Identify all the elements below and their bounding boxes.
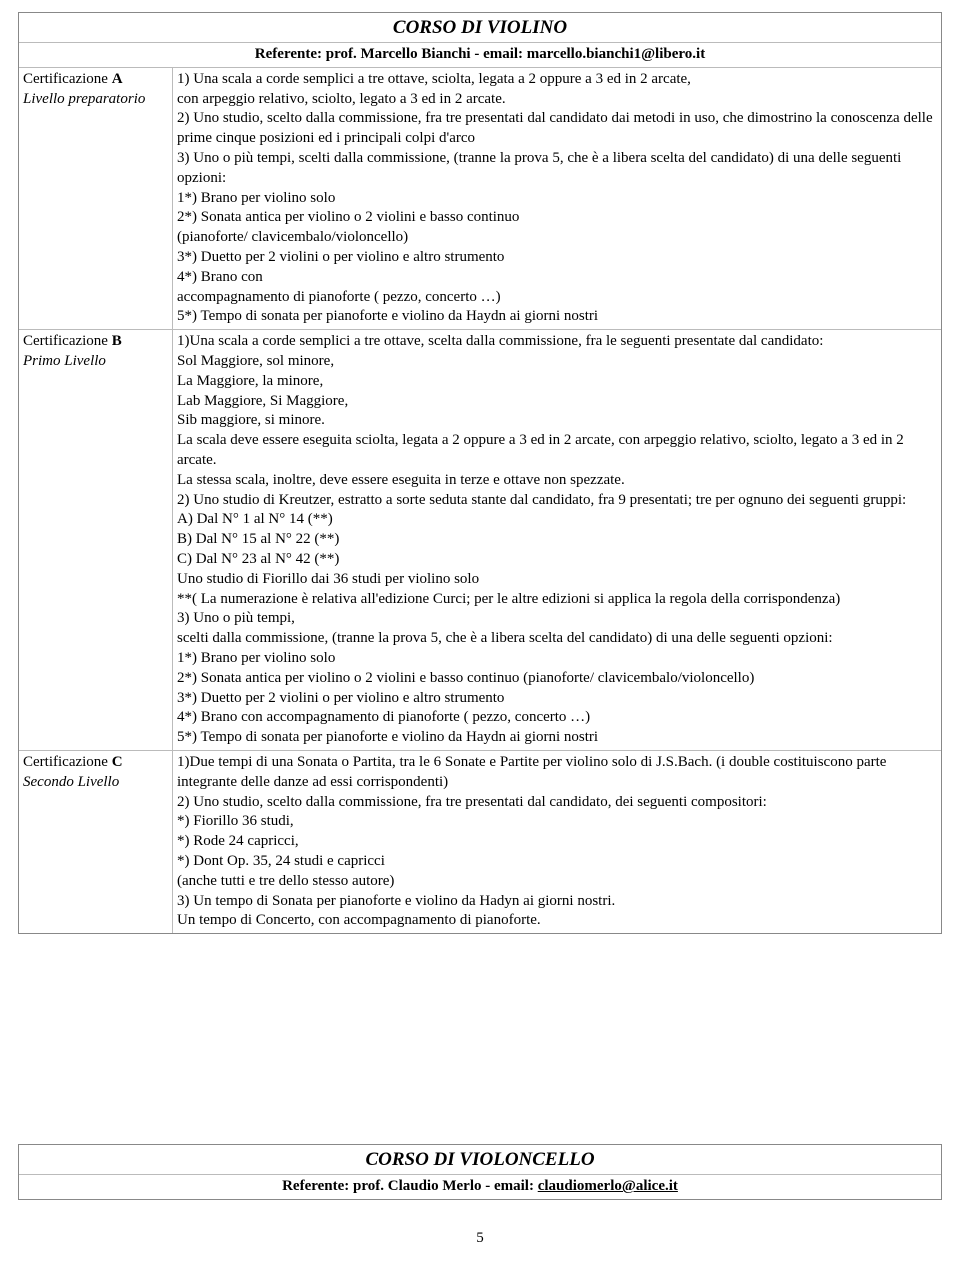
cert-a-content: 1) Una scala a corde semplici a tre otta… — [173, 67, 942, 329]
text-line: 5*) Tempo di sonata per pianoforte e vio… — [177, 729, 598, 745]
text-line: 4*) Brano con accompagnamento di pianofo… — [177, 709, 590, 725]
row-cert-a: Certificazione A Livello preparatorio 1)… — [19, 67, 942, 329]
course-table-violoncello: CORSO DI VIOLONCELLO Referente: prof. Cl… — [18, 1144, 942, 1200]
course-title-2: CORSO DI VIOLONCELLO — [19, 1145, 942, 1175]
text-line: *) Rode 24 capricci, — [177, 833, 299, 849]
page-number: 5 — [18, 1230, 942, 1247]
text-line: 1)Due tempi di una Sonata o Partita, tra… — [177, 754, 886, 790]
cert-c-content: 1)Due tempi di una Sonata o Partita, tra… — [173, 750, 942, 933]
text-line: 2*) Sonata antica per violino o 2 violin… — [177, 670, 754, 686]
text-line: Lab Maggiore, Si Maggiore, — [177, 393, 348, 409]
text-line: B) Dal N° 15 al N° 22 (**) — [177, 531, 339, 547]
cert-a-label-cell: Certificazione A Livello preparatorio — [19, 67, 173, 329]
text-line: C) Dal N° 23 al N° 42 (**) — [177, 551, 339, 567]
text-line: Sib maggiore, si minore. — [177, 412, 325, 428]
text-line: 3) Uno o più tempi, — [177, 610, 295, 626]
vertical-spacer — [18, 964, 942, 1144]
cert-b-content: 1)Una scala a corde semplici a tre ottav… — [173, 330, 942, 751]
row-cert-b: Certificazione B Primo Livello 1)Una sca… — [19, 330, 942, 751]
cert-c-label-cell: Certificazione C Secondo Livello — [19, 750, 173, 933]
text-line: 4*) Brano con — [177, 269, 263, 285]
cert-c-prefix: Certificazione — [23, 754, 112, 770]
text-line: La Maggiore, la minore, — [177, 373, 323, 389]
text-line: con arpeggio relativo, sciolto, legato a… — [177, 91, 506, 107]
text-line: **( La numerazione è relativa all'edizio… — [177, 591, 840, 607]
text-line: 3) Uno o più tempi, scelti dalla commiss… — [177, 150, 901, 186]
text-line: Sol Maggiore, sol minore, — [177, 353, 334, 369]
text-line: 1) Una scala a corde semplici a tre otta… — [177, 71, 691, 87]
text-line: *) Fiorillo 36 studi, — [177, 813, 294, 829]
cert-c-letter: C — [112, 754, 123, 770]
text-line: La stessa scala, inoltre, deve essere es… — [177, 472, 625, 488]
text-line: 1*) Brano per violino solo — [177, 650, 335, 666]
text-line: 2*) Sonata antica per violino o 2 violin… — [177, 209, 519, 225]
text-line: La scala deve essere eseguita sciolta, l… — [177, 432, 904, 468]
course-title: CORSO DI VIOLINO — [19, 13, 942, 43]
text-line: 2) Uno studio, scelto dalla commissione,… — [177, 110, 933, 146]
cert-b-prefix: Certificazione — [23, 333, 112, 349]
cert-b-level: Primo Livello — [23, 353, 106, 369]
text-line: 5*) Tempo di sonata per pianoforte e vio… — [177, 308, 598, 324]
cert-a-letter: A — [112, 71, 123, 87]
referente-email-2: claudiomerlo@alice.it — [538, 1178, 678, 1194]
cert-c-level: Secondo Livello — [23, 774, 119, 790]
course-table-violino: CORSO DI VIOLINO Referente: prof. Marcel… — [18, 12, 942, 934]
cert-a-prefix: Certificazione — [23, 71, 112, 87]
text-line: 1)Una scala a corde semplici a tre ottav… — [177, 333, 823, 349]
cert-a-level: Livello preparatorio — [23, 91, 145, 107]
text-line: *) Dont Op. 35, 24 studi e capricci — [177, 853, 385, 869]
text-line: Un tempo di Concerto, con accompagnament… — [177, 912, 541, 928]
text-line: 3) Un tempo di Sonata per pianoforte e v… — [177, 893, 615, 909]
cert-b-letter: B — [112, 333, 122, 349]
text-line: (anche tutti e tre dello stesso autore) — [177, 873, 394, 889]
text-line: Uno studio di Fiorillo dai 36 studi per … — [177, 571, 479, 587]
text-line: 3*) Duetto per 2 violini o per violino e… — [177, 690, 504, 706]
text-line: scelti dalla commissione, (tranne la pro… — [177, 630, 833, 646]
text-line: accompagnamento di pianoforte ( pezzo, c… — [177, 289, 501, 305]
text-line: 1*) Brano per violino solo — [177, 190, 335, 206]
text-line: (pianoforte/ clavicembalo/violoncello) — [177, 229, 408, 245]
referente-line: Referente: prof. Marcello Bianchi - emai… — [19, 43, 942, 68]
text-line: 3*) Duetto per 2 violini o per violino e… — [177, 249, 504, 265]
text-line: 2) Uno studio, scelto dalla commissione,… — [177, 794, 767, 810]
text-line: A) Dal N° 1 al N° 14 (**) — [177, 511, 333, 527]
text-line: 2) Uno studio di Kreutzer, estratto a so… — [177, 492, 906, 508]
referente-line-2: Referente: prof. Claudio Merlo - email: … — [19, 1175, 942, 1200]
row-cert-c: Certificazione C Secondo Livello 1)Due t… — [19, 750, 942, 933]
cert-b-label-cell: Certificazione B Primo Livello — [19, 330, 173, 751]
referente-prefix-2: Referente: prof. Claudio Merlo - email: — [282, 1178, 538, 1194]
